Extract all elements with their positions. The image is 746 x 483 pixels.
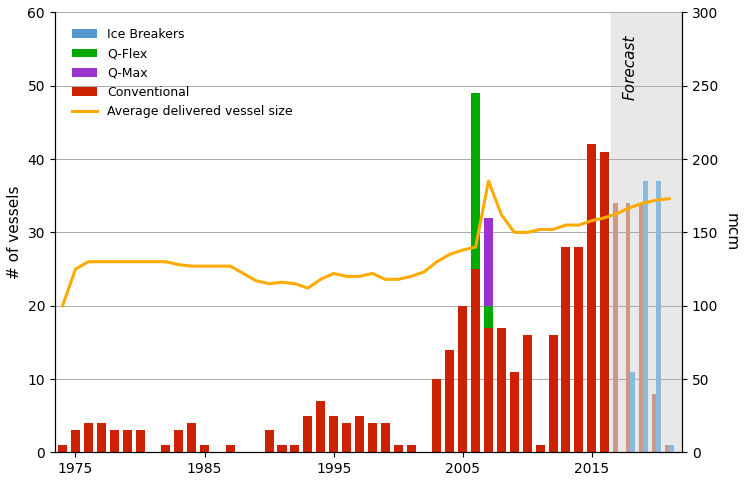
Bar bbox=[161, 445, 170, 453]
Bar bbox=[665, 445, 669, 453]
Y-axis label: mcm: mcm bbox=[724, 213, 739, 252]
Bar bbox=[71, 430, 80, 453]
Bar bbox=[97, 423, 106, 453]
Bar bbox=[656, 181, 661, 453]
Bar bbox=[471, 269, 480, 453]
Bar bbox=[601, 152, 609, 453]
Bar bbox=[611, 13, 682, 453]
Bar bbox=[536, 445, 545, 453]
Text: Forecast: Forecast bbox=[623, 34, 638, 100]
Bar bbox=[587, 144, 596, 453]
Bar bbox=[290, 445, 299, 453]
Bar bbox=[548, 335, 557, 453]
Bar bbox=[278, 445, 286, 453]
Bar bbox=[523, 335, 532, 453]
Bar bbox=[630, 372, 635, 453]
Bar bbox=[84, 423, 93, 453]
Bar bbox=[316, 401, 325, 453]
Bar bbox=[136, 430, 145, 453]
Bar bbox=[458, 306, 467, 453]
Bar bbox=[265, 430, 274, 453]
Bar bbox=[407, 445, 416, 453]
Bar bbox=[484, 306, 493, 327]
Bar bbox=[643, 181, 648, 453]
Bar bbox=[484, 327, 493, 453]
Bar bbox=[226, 445, 235, 453]
Legend: Ice Breakers, Q-Flex, Q-Max, Conventional, Average delivered vessel size: Ice Breakers, Q-Flex, Q-Max, Conventiona… bbox=[67, 23, 298, 123]
Bar bbox=[380, 423, 389, 453]
Bar bbox=[175, 430, 184, 453]
Bar bbox=[394, 445, 403, 453]
Bar bbox=[639, 203, 643, 453]
Bar bbox=[368, 423, 377, 453]
Bar bbox=[122, 430, 131, 453]
Bar bbox=[626, 203, 630, 453]
Bar bbox=[562, 247, 571, 453]
Bar bbox=[433, 379, 442, 453]
Bar bbox=[355, 416, 364, 453]
Bar bbox=[652, 394, 656, 453]
Bar bbox=[342, 423, 351, 453]
Bar bbox=[484, 218, 493, 306]
Bar bbox=[110, 430, 119, 453]
Y-axis label: # of vessels: # of vessels bbox=[7, 185, 22, 279]
Bar bbox=[471, 93, 480, 269]
Bar bbox=[510, 372, 519, 453]
Bar bbox=[187, 423, 196, 453]
Bar bbox=[329, 416, 338, 453]
Bar bbox=[58, 445, 67, 453]
Bar bbox=[445, 350, 454, 453]
Bar bbox=[669, 445, 674, 453]
Bar bbox=[304, 416, 313, 453]
Bar bbox=[613, 203, 618, 453]
Bar bbox=[574, 247, 583, 453]
Bar bbox=[200, 445, 209, 453]
Bar bbox=[497, 327, 506, 453]
